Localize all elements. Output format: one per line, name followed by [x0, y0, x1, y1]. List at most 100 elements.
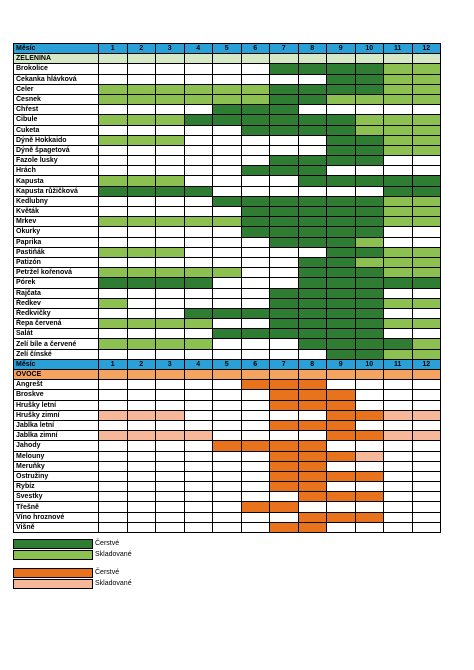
month-cell [411, 307, 441, 320]
month-cell [183, 246, 213, 258]
table-row: Okurky [13, 226, 441, 238]
table-row: Hrušky letní [13, 399, 441, 411]
month-cell [297, 256, 327, 269]
month-cell [98, 124, 128, 136]
month-header-11: 11 [383, 358, 413, 371]
legend-fruit: Čerstvé Skladované [13, 567, 132, 589]
legend-swatch-veg-stored [13, 549, 93, 560]
month-cell [383, 73, 413, 85]
month-cell [326, 491, 356, 503]
month-cell [240, 338, 270, 350]
month-cell [297, 307, 327, 320]
month-cell [183, 93, 213, 106]
month-cell [383, 63, 413, 75]
month-cell [155, 134, 185, 146]
month-cell [212, 63, 242, 75]
row-name: Dýně Hokkaido [13, 134, 99, 146]
month-cell [383, 236, 413, 248]
month-cell [297, 144, 327, 157]
month-cell [98, 287, 128, 299]
row-name: Řepa červená [13, 318, 99, 330]
month-cell [212, 399, 242, 411]
month-cell [326, 226, 356, 238]
month-cell [212, 307, 242, 320]
month-cell [411, 63, 441, 75]
month-cell [183, 348, 213, 360]
month-header-row: Měsíc 1 2 3 4 5 6 7 8 9 10 11 12 [13, 358, 441, 371]
month-cell [326, 205, 356, 218]
month-cell [411, 236, 441, 248]
month-cell [240, 511, 270, 523]
month-header-3: 3 [155, 358, 185, 371]
month-cell [297, 450, 327, 462]
month-cell [269, 277, 299, 289]
month-cell [411, 318, 441, 330]
month-cell [183, 307, 213, 320]
row-name: Fazole lusky [13, 155, 99, 167]
month-cell [212, 348, 242, 360]
month-cell [98, 379, 128, 391]
legend-swatch-fruit-fresh [13, 567, 93, 578]
month-cell [383, 440, 413, 452]
month-cell [411, 277, 441, 289]
month-cell [383, 419, 413, 432]
month-header-10: 10 [354, 358, 384, 371]
table-row: Dýně Hokkaido [13, 134, 441, 146]
month-cell [269, 205, 299, 218]
month-cell [269, 93, 299, 106]
row-name: Jahody [13, 440, 99, 452]
row-name: Hrušky zimní [13, 409, 99, 421]
month-cell [354, 460, 384, 472]
month-cell [240, 83, 270, 95]
month-cell [183, 338, 213, 350]
month-cell [269, 470, 299, 483]
month-cell [411, 246, 441, 258]
month-cell [183, 124, 213, 136]
month-cell [411, 501, 441, 513]
month-cell [297, 399, 327, 411]
month-cell [126, 399, 156, 411]
row-name: Hrách [13, 165, 99, 177]
section-cell [240, 368, 270, 381]
month-cell [269, 521, 299, 534]
month-header-10: 10 [354, 42, 384, 55]
month-cell [126, 267, 156, 279]
month-cell [240, 185, 270, 197]
table-row: Květák [13, 205, 441, 218]
month-cell [126, 409, 156, 421]
month-cell [269, 348, 299, 360]
month-cell [155, 379, 185, 391]
month-cell [269, 63, 299, 75]
month-cell [240, 175, 270, 187]
month-cell [269, 409, 299, 421]
month-cell [269, 104, 299, 116]
table-row: Jablka zimní [13, 430, 441, 442]
month-cell [126, 379, 156, 391]
month-cell [297, 267, 327, 279]
month-cell [126, 297, 156, 309]
month-cell [411, 267, 441, 279]
month-header-5: 5 [212, 42, 242, 55]
month-cell [240, 73, 270, 85]
section-cell [411, 368, 441, 381]
month-header-12: 12 [411, 42, 441, 55]
month-cell [383, 511, 413, 523]
month-cell [297, 205, 327, 218]
month-cell [411, 185, 441, 197]
month-cell [269, 511, 299, 523]
month-cell [212, 246, 242, 258]
month-cell [269, 185, 299, 197]
section-cell [212, 368, 242, 381]
table-row: Rybíz [13, 481, 441, 493]
legend-swatch-fruit-stored [13, 578, 93, 589]
month-cell [411, 73, 441, 85]
month-cell [126, 246, 156, 258]
month-cell [297, 430, 327, 442]
month-cell [155, 318, 185, 330]
month-cell [155, 460, 185, 472]
table-row: Paprika [13, 236, 441, 248]
month-cell [183, 83, 213, 95]
month-cell [326, 348, 356, 360]
row-name: Zelí bíle a červené [13, 338, 99, 350]
month-cell [98, 501, 128, 513]
